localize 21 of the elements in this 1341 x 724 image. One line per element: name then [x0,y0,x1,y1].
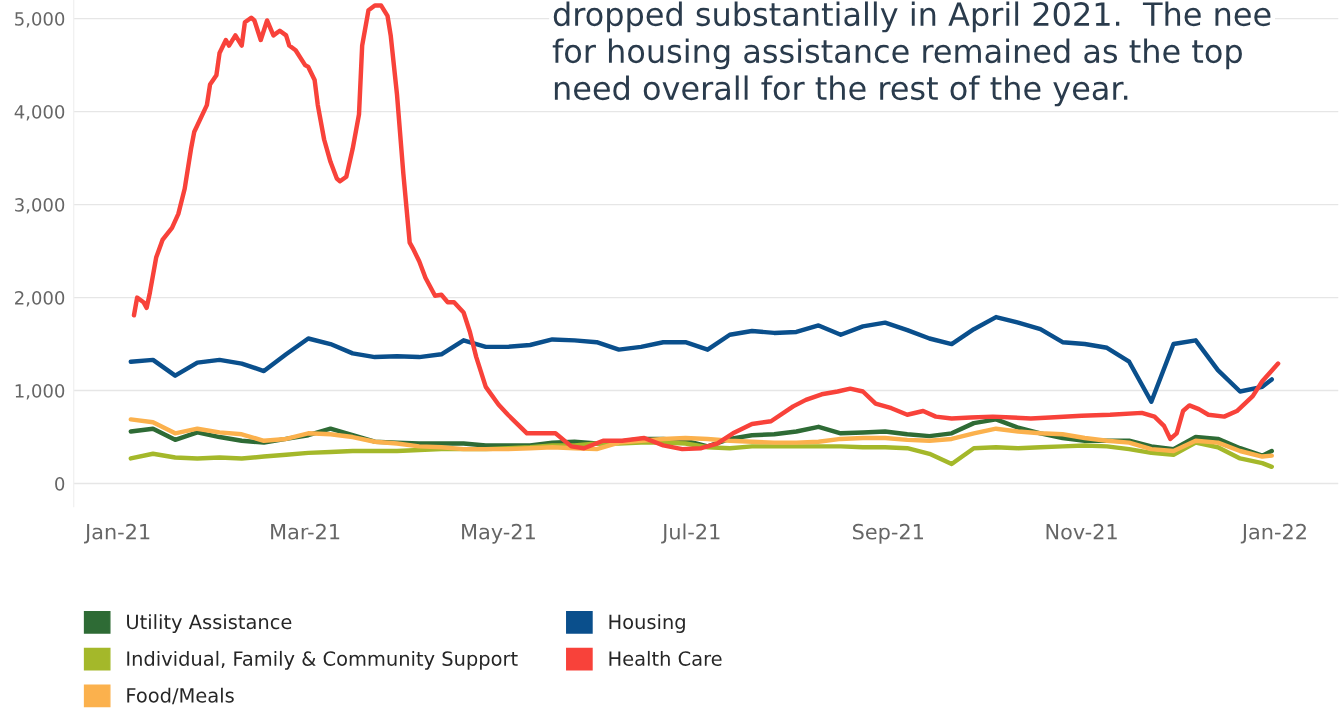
legend-label: Individual, Family & Community Support [127,650,518,670]
y-tick-label: 4,000 [14,105,65,121]
annotation: dropped substantially in April 2021. The nee for housing assistance remained as the top need overall for the rest of the year. [552,1,1271,107]
x-tick-label: Mar-21 [271,523,340,540]
legend-label: Food/Meals [127,687,234,705]
y-tick-label: 1,000 [15,384,65,400]
y-tick-label: 3,000 [15,198,65,214]
x-tick-label: Jan-22 [1240,523,1306,544]
x-tick-label: May-21 [462,523,535,544]
y-tick-label: 0 [55,477,65,491]
line-series [131,3,1281,452]
legend-label: Health Care [609,650,722,666]
x-tick-label: Jul-21 [661,523,720,544]
x-tick-label: Nov-21 [1046,523,1117,540]
y-tick-label: 2,000 [15,291,65,307]
legend-label: Housing [609,614,685,633]
line-series [128,314,1274,404]
x-tick-label: Jan-21 [83,523,150,544]
y-tick-label: 5,000 [15,12,65,28]
legend-label: Utility Assistance [127,614,292,633]
x-tick-label: Sep-21 [853,523,923,544]
